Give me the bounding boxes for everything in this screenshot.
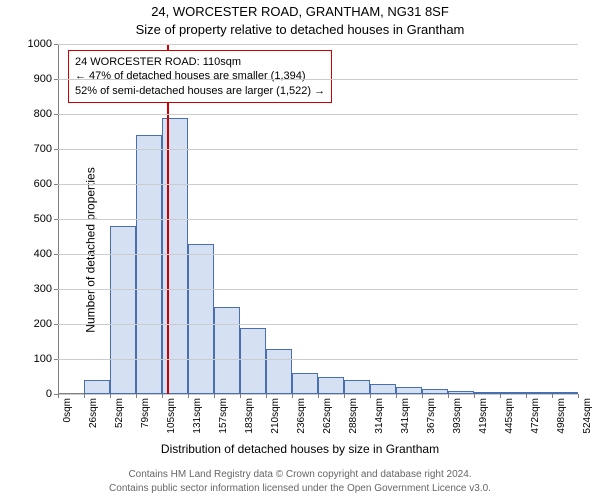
gridline: [58, 184, 578, 185]
gridline: [58, 149, 578, 150]
ytick-mark: [54, 149, 58, 150]
xtick-mark: [240, 394, 241, 398]
xtick-mark: [214, 394, 215, 398]
ytick-mark: [54, 254, 58, 255]
xtick-label: 445sqm: [504, 398, 515, 434]
xtick-mark: [552, 394, 553, 398]
xtick-label: 498sqm: [556, 398, 567, 434]
xtick-label: 472sqm: [530, 398, 541, 434]
histogram-bar: [266, 349, 292, 395]
ytick-mark: [54, 359, 58, 360]
ytick-mark: [54, 324, 58, 325]
xtick-label: 419sqm: [478, 398, 489, 434]
histogram-bar: [396, 387, 422, 394]
xtick-label: 26sqm: [88, 398, 99, 428]
ytick-mark: [54, 44, 58, 45]
xtick-label: 236sqm: [296, 398, 307, 434]
gridline: [58, 289, 578, 290]
ytick-label: 300: [34, 283, 52, 295]
xtick-mark: [422, 394, 423, 398]
xtick-mark: [526, 394, 527, 398]
ytick-label: 900: [34, 73, 52, 85]
annotation-line-1: 24 WORCESTER ROAD: 110sqm: [75, 55, 325, 69]
histogram-bar: [292, 373, 318, 394]
xtick-label: 183sqm: [244, 398, 255, 434]
histogram-bar: [188, 244, 214, 395]
ytick-label: 700: [34, 143, 52, 155]
histogram-bar: [240, 328, 266, 395]
histogram-bar: [162, 118, 188, 395]
histogram-bar: [110, 226, 136, 394]
gridline: [58, 324, 578, 325]
gridline: [58, 79, 578, 80]
ytick-label: 100: [34, 353, 52, 365]
xtick-mark: [162, 394, 163, 398]
annotation-line-2: ← 47% of detached houses are smaller (1,…: [75, 69, 325, 83]
annotation-box: 24 WORCESTER ROAD: 110sqm ← 47% of detac…: [68, 50, 332, 103]
xtick-mark: [344, 394, 345, 398]
ytick-label: 0: [46, 388, 52, 400]
xtick-label: 393sqm: [452, 398, 463, 434]
xtick-mark: [370, 394, 371, 398]
xtick-mark: [84, 394, 85, 398]
ytick-label: 800: [34, 108, 52, 120]
histogram-bar: [370, 384, 396, 395]
histogram-bar: [318, 377, 344, 395]
xtick-mark: [188, 394, 189, 398]
xtick-mark: [318, 394, 319, 398]
attribution-line-2: Contains public sector information licen…: [0, 483, 600, 494]
xtick-mark: [474, 394, 475, 398]
xtick-label: 131sqm: [192, 398, 203, 434]
histogram-bar: [136, 135, 162, 394]
x-axis-label: Distribution of detached houses by size …: [0, 442, 600, 456]
gridline: [58, 219, 578, 220]
histogram-bar: [344, 380, 370, 394]
xtick-label: 157sqm: [218, 398, 229, 434]
gridline: [58, 44, 578, 45]
xtick-label: 341sqm: [400, 398, 411, 434]
xtick-label: 210sqm: [270, 398, 281, 434]
ytick-label: 500: [34, 213, 52, 225]
xtick-mark: [266, 394, 267, 398]
xtick-label: 288sqm: [348, 398, 359, 434]
annotation-line-3: 52% of semi-detached houses are larger (…: [75, 84, 325, 98]
chart-area: 24 WORCESTER ROAD: 110sqm ← 47% of detac…: [58, 44, 578, 394]
histogram-bar: [214, 307, 240, 395]
gridline: [58, 114, 578, 115]
xtick-mark: [136, 394, 137, 398]
xtick-mark: [292, 394, 293, 398]
xtick-mark: [578, 394, 579, 398]
gridline: [58, 359, 578, 360]
ytick-label: 200: [34, 318, 52, 330]
xtick-label: 262sqm: [322, 398, 333, 434]
xtick-mark: [58, 394, 59, 398]
page-subtitle: Size of property relative to detached ho…: [0, 22, 600, 37]
ytick-mark: [54, 79, 58, 80]
ytick-mark: [54, 184, 58, 185]
ytick-mark: [54, 114, 58, 115]
xtick-mark: [448, 394, 449, 398]
gridline: [58, 254, 578, 255]
attribution-line-1: Contains HM Land Registry data © Crown c…: [0, 469, 600, 480]
xtick-label: 52sqm: [114, 398, 125, 428]
xtick-mark: [500, 394, 501, 398]
xtick-label: 367sqm: [426, 398, 437, 434]
histogram-bar: [84, 380, 110, 394]
xtick-label: 105sqm: [166, 398, 177, 434]
xtick-label: 524sqm: [582, 398, 593, 434]
xtick-mark: [396, 394, 397, 398]
xtick-mark: [110, 394, 111, 398]
xtick-label: 0sqm: [62, 398, 73, 422]
xtick-label: 314sqm: [374, 398, 385, 434]
ytick-label: 600: [34, 178, 52, 190]
ytick-label: 1000: [28, 38, 52, 50]
ytick-mark: [54, 289, 58, 290]
page-title: 24, WORCESTER ROAD, GRANTHAM, NG31 8SF: [0, 4, 600, 19]
ytick-label: 400: [34, 248, 52, 260]
xtick-label: 79sqm: [140, 398, 151, 428]
ytick-mark: [54, 219, 58, 220]
